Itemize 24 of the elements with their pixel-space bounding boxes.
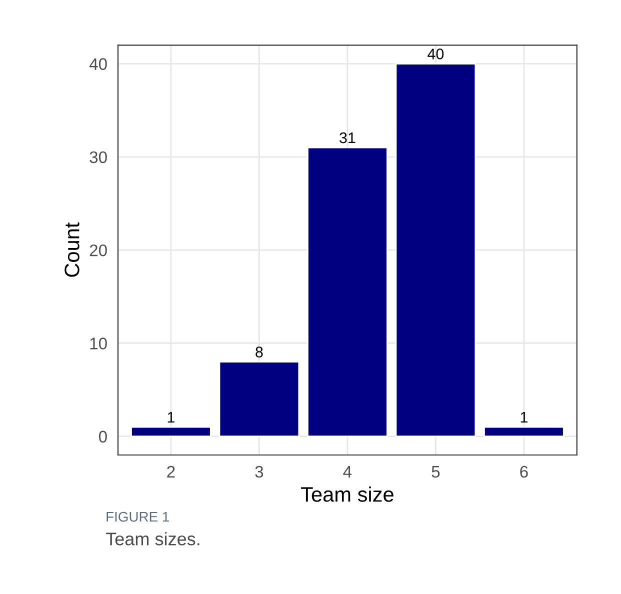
y-tick-label: 20 [90,244,107,256]
y-tick-label: 30 [90,151,107,164]
bar [307,146,388,438]
caption: FIGURE 1 [106,512,169,522]
data-label: 31 [340,132,356,144]
x-tick-label: 4 [343,466,352,478]
bar [484,426,564,438]
text: Team sizes. [106,532,200,546]
x-tick-label: 3 [255,466,264,478]
data-label: 1 [520,412,528,422]
y-tick-label: 0 [98,430,107,443]
bar [218,361,300,438]
data-label: 1 [168,412,174,422]
x-tick-label: 2 [167,466,175,478]
bar [130,426,212,438]
bar [395,63,476,438]
x-tick-label: 6 [520,466,528,478]
data-label: 40 [428,48,444,60]
y-tick-label: 10 [90,338,107,350]
x-axis-title: Team size [301,486,394,502]
y-axis-title: Count [64,222,80,277]
x-tick-label: 5 [432,466,440,478]
y-tick-label: 40 [89,58,107,70]
data-label: 8 [256,346,263,358]
